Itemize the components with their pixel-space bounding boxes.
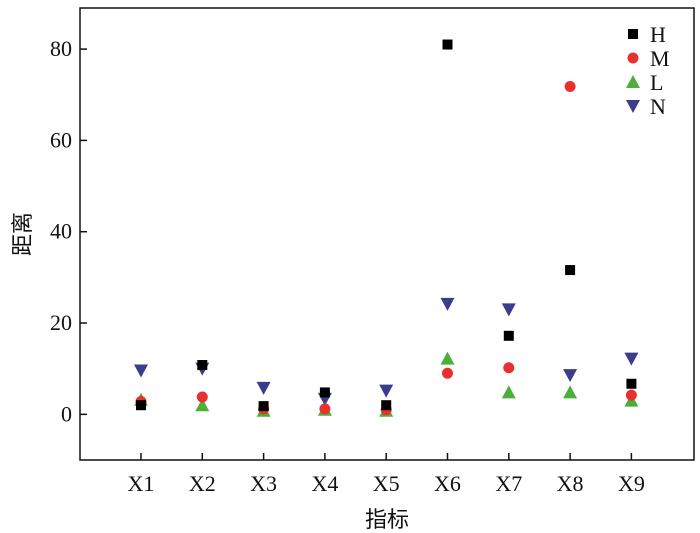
legend-label-m: M (650, 46, 670, 71)
plot-frame (79, 7, 695, 461)
point-h-x5 (381, 400, 392, 411)
point-l-x2 (195, 398, 210, 412)
point-n-x3 (256, 381, 271, 395)
x-tick-label: X7 (495, 471, 522, 496)
point-n-x9 (624, 352, 639, 366)
legend-label-n: N (650, 94, 666, 119)
point-n-x5 (379, 384, 394, 398)
y-axis: 0 20 40 60 80 (50, 36, 87, 426)
point-l-x6 (440, 351, 455, 365)
y-tick-label: 20 (50, 310, 72, 335)
point-n-x8 (563, 369, 578, 383)
data-points (134, 39, 639, 417)
point-l-x8 (563, 385, 578, 399)
x-tick-label: X4 (311, 471, 338, 496)
legend-label-h: H (650, 22, 666, 47)
legend-marker-m (627, 52, 639, 64)
x-tick-label: X2 (189, 471, 216, 496)
point-m-x4 (319, 403, 331, 415)
y-tick-label: 60 (50, 127, 72, 152)
point-m-x8 (564, 81, 576, 93)
x-tick-label: X5 (373, 471, 400, 496)
y-tick-label: 40 (50, 219, 72, 244)
point-h-x1 (136, 400, 146, 411)
point-m-x7 (503, 362, 515, 374)
point-h-x7 (503, 330, 514, 341)
legend-marker-h (628, 29, 638, 39)
legend-marker-n (626, 100, 640, 113)
y-tick-label: 80 (50, 36, 72, 61)
x-tick-label: X9 (618, 471, 645, 496)
x-axis: X1 X2 X3 X4 X5 X6 X7 X8 X9 (128, 453, 645, 496)
y-tick-label: 0 (61, 401, 72, 426)
point-h-x6 (442, 39, 453, 50)
point-n-x7 (501, 303, 516, 317)
x-tick-label: X6 (434, 471, 461, 496)
point-h-x9 (626, 378, 637, 389)
point-h-x8 (565, 265, 576, 276)
point-h-x2 (197, 360, 208, 371)
point-h-x4 (319, 387, 330, 398)
point-m-x9 (625, 389, 637, 401)
legend-label-l: L (650, 70, 663, 95)
point-n-x6 (440, 297, 455, 311)
point-m-x6 (442, 367, 453, 379)
y-axis-title: 距离 (11, 212, 36, 256)
x-tick-label: X8 (557, 471, 584, 496)
point-h-x3 (258, 401, 269, 412)
point-m-x2 (196, 391, 208, 403)
legend-marker-l (626, 75, 640, 88)
point-l-x7 (501, 385, 516, 399)
point-n-x1 (134, 364, 148, 378)
x-axis-title: 指标 (365, 508, 409, 533)
x-tick-label: X3 (250, 471, 277, 496)
x-tick-label: X1 (128, 471, 155, 496)
